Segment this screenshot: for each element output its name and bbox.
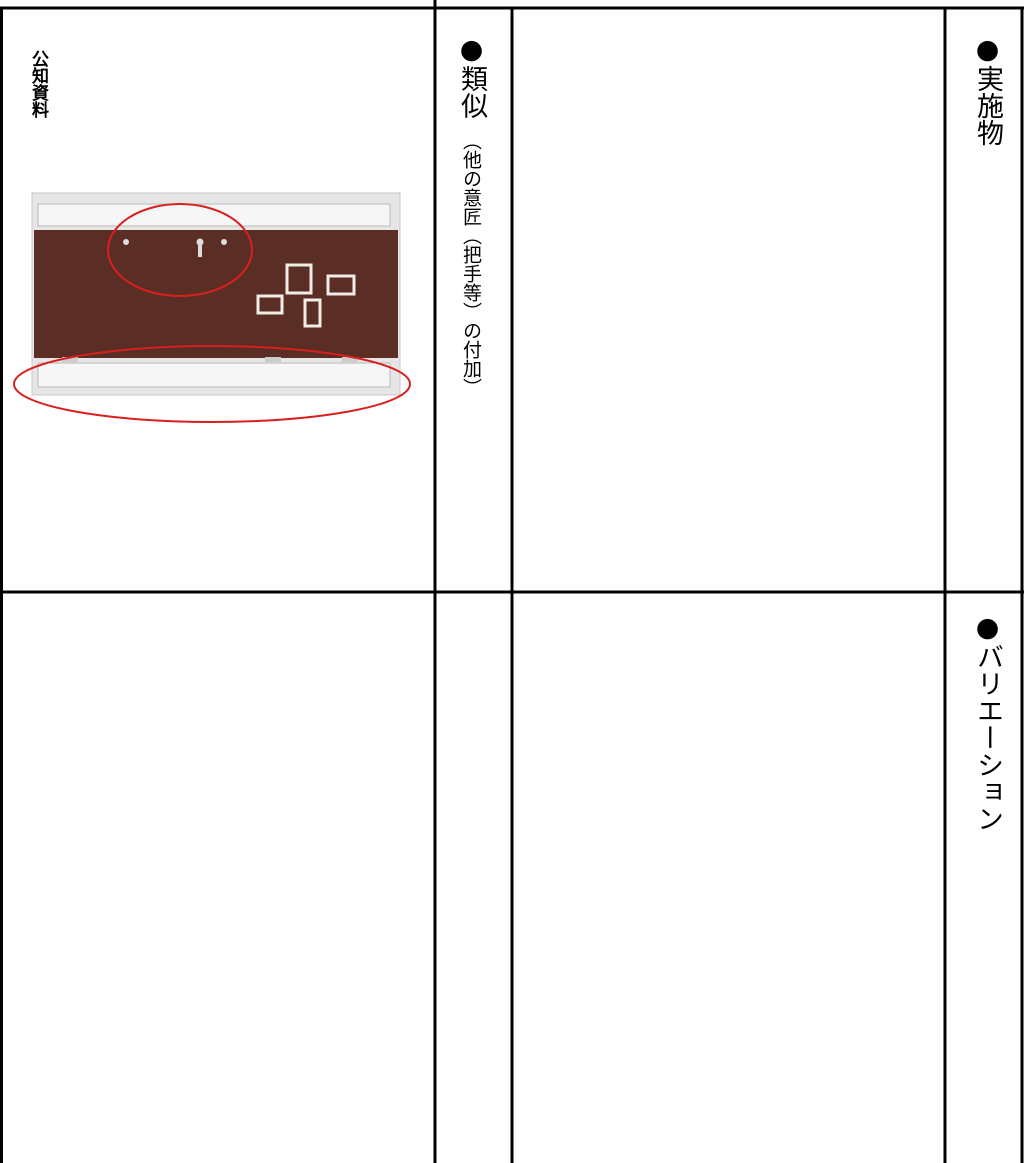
variation-heading: ●バリエーション <box>972 612 1003 832</box>
similar-cell: ●類似 （他の意匠（把手等）の付加） <box>452 34 491 397</box>
similar-note: （他の意匠（把手等）の付加） <box>460 131 482 397</box>
embodiment-heading: ●実施物 <box>972 34 1003 146</box>
similar-heading: ●類似 <box>456 34 487 119</box>
prior-art-label: 公知資料 <box>28 50 48 118</box>
prior-art-image <box>13 192 411 423</box>
